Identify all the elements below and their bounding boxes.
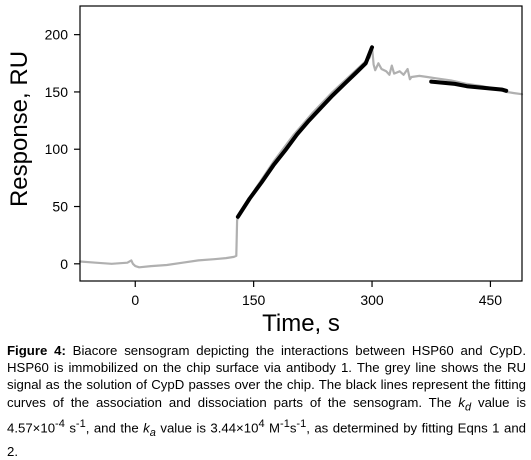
x-tick-label: 0 bbox=[131, 292, 139, 308]
ka-value: value is 3.44×10 bbox=[155, 420, 259, 436]
ka-unit-s-exponent: -1 bbox=[296, 418, 307, 431]
ka-unit-m-exponent: -1 bbox=[280, 418, 290, 431]
y-axis-label: Response, RU bbox=[2, 18, 38, 240]
kd-subscript: d bbox=[464, 401, 472, 414]
x-tick-label: 150 bbox=[242, 292, 266, 308]
y-tick-label: 0 bbox=[60, 256, 68, 272]
chart-figure: 0 50 100 150 200 0 150 300 450 Response, RU Time… bbox=[2, 5, 524, 337]
ka-subscript: a bbox=[149, 427, 156, 440]
ka-symbol: k bbox=[143, 420, 150, 436]
y-tick-label: 200 bbox=[45, 27, 69, 43]
axis-ticks: 0 50 100 150 200 0 150 300 450 bbox=[45, 27, 503, 308]
kd-unit: s bbox=[64, 420, 76, 436]
caption-text-and: , and the bbox=[85, 420, 144, 436]
caption-text: Biacore sensogram depicting the interact… bbox=[7, 343, 526, 410]
kd-unit-exponent: -1 bbox=[75, 418, 86, 431]
plot-frame bbox=[79, 5, 523, 282]
y-axis-label-text: Response, RU bbox=[6, 50, 34, 208]
x-tick-label: 450 bbox=[479, 292, 503, 308]
y-tick-label: 50 bbox=[52, 199, 68, 215]
y-tick-label: 150 bbox=[45, 84, 69, 100]
ka-unit-s: s bbox=[289, 420, 297, 436]
caption-label: Figure 4: bbox=[7, 343, 66, 358]
fit-curve-line-2 bbox=[429, 79, 509, 93]
y-tick-label: 100 bbox=[45, 141, 69, 157]
fit-curve-line-1 bbox=[235, 45, 374, 219]
series-layer bbox=[78, 45, 524, 269]
signal-line bbox=[78, 45, 524, 269]
kd-symbol: k bbox=[458, 394, 465, 410]
ka-exponent: 4 bbox=[258, 418, 265, 431]
kd-exponent: -4 bbox=[55, 418, 65, 431]
x-axis-label: Time, s bbox=[262, 310, 340, 337]
chart-plot: 0 50 100 150 200 0 150 300 450 bbox=[45, 5, 524, 308]
caption-text-end: , as determined by fitting Eqns 1 and 2. bbox=[7, 420, 527, 459]
ka-unit-m: M bbox=[264, 420, 281, 436]
kd-value: value is 4.57×10 bbox=[7, 394, 526, 436]
figure-caption: Figure 4: Biacore sensogram depicting th… bbox=[7, 342, 526, 460]
x-tick-label: 300 bbox=[360, 292, 384, 308]
